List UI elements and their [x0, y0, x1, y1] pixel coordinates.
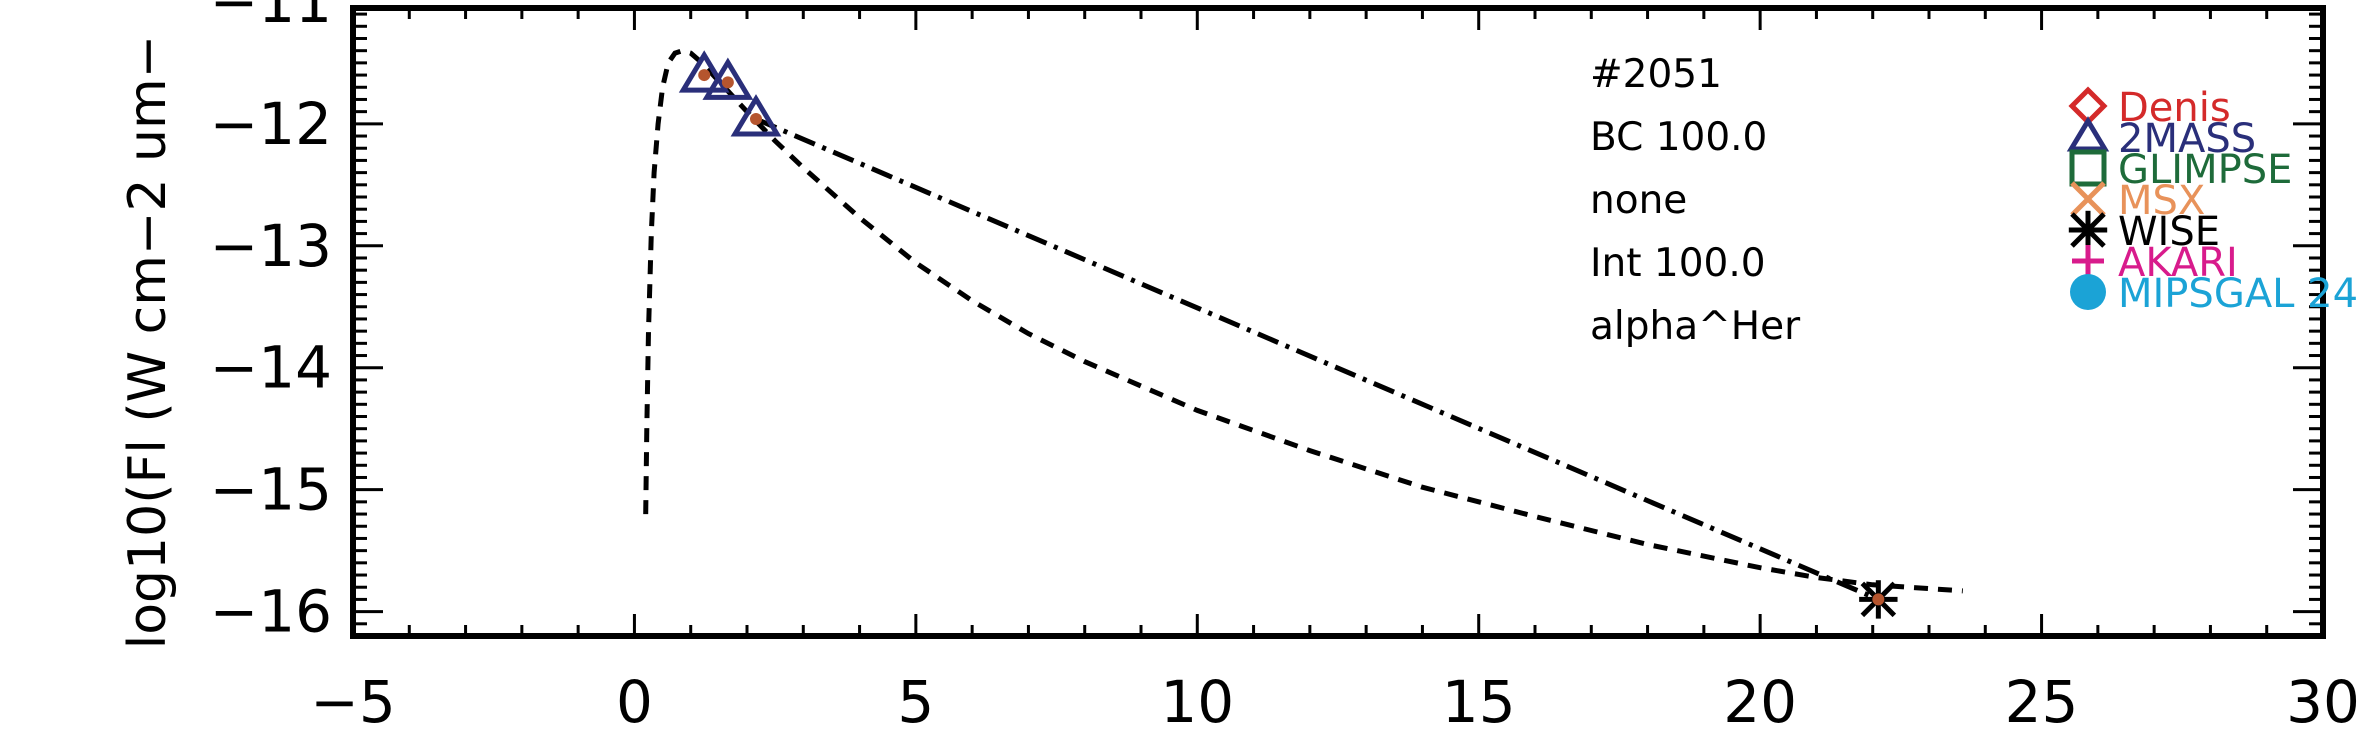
y-tick-label: −13	[210, 212, 332, 280]
x-tick-label: 10	[1160, 668, 1234, 736]
y-tick-label: −14	[210, 334, 332, 402]
plot-frame	[350, 5, 2326, 639]
legend-label: MSX	[2118, 178, 2205, 224]
legend-marker-circle	[2070, 274, 2106, 310]
data-point-center	[721, 76, 734, 89]
legend-marker-square	[2069, 149, 2107, 187]
data-point-center	[698, 69, 711, 82]
x-tick-label: 5	[897, 668, 934, 736]
x-tick-label: 30	[2286, 668, 2360, 736]
annotation-line: none	[1590, 178, 1687, 223]
data-point-triangle	[730, 94, 782, 137]
data-point-triangle	[702, 57, 754, 100]
annotation-line: alpha^Her	[1590, 304, 1801, 349]
x-tick-label: 20	[1723, 668, 1797, 736]
x-tick-label: 15	[1442, 668, 1516, 736]
y-tick-label: −11	[210, 0, 332, 36]
legend-label: AKARI	[2118, 240, 2238, 286]
y-tick-label: −16	[210, 578, 332, 646]
legend-label: WISE	[2118, 209, 2220, 255]
x-tick-label: −5	[310, 668, 396, 736]
legend-label: GLIMPSE	[2118, 147, 2292, 193]
data-point-center	[1872, 593, 1885, 606]
legend-marker-x	[2070, 181, 2106, 217]
legend-label: Denis	[2118, 85, 2231, 131]
legend-label: 2MASS	[2118, 116, 2256, 162]
annotation-line: Int 100.0	[1590, 241, 1766, 286]
data-point-triangle	[678, 50, 730, 93]
legend-marker-x-stroke-b	[2070, 181, 2106, 217]
model-curve-dashdot	[755, 116, 1880, 602]
y-axis-label: log10(Fl (W cm−2 um−	[118, 35, 178, 649]
legend-marker-asterisk	[2068, 210, 2108, 250]
y-tick-label: −12	[210, 90, 332, 158]
y-tick-label: −15	[210, 456, 332, 524]
x-tick-label: 0	[616, 668, 653, 736]
data-point-center	[750, 112, 763, 125]
annotation-line: BC 100.0	[1590, 115, 1767, 160]
legend-marker-plus	[2072, 245, 2104, 277]
annotation-line: #2051	[1590, 52, 1722, 97]
legend-label: MIPSGAL 24	[2118, 271, 2358, 317]
x-tick-label: 25	[2005, 668, 2079, 736]
legend-marker-triangle	[2066, 116, 2110, 152]
